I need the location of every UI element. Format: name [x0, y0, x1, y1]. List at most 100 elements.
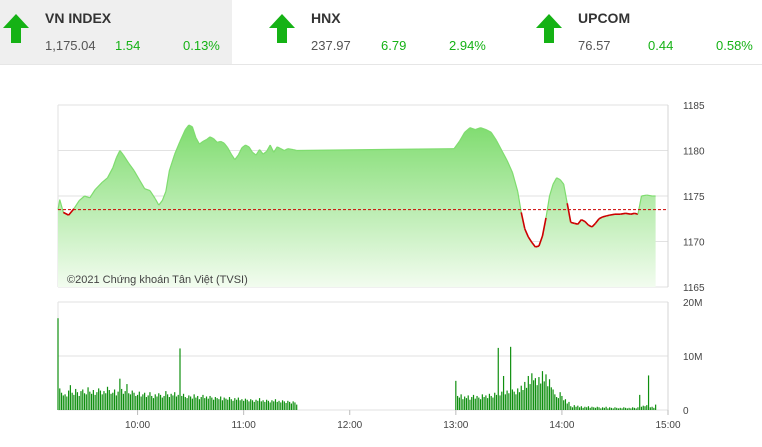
price-line-above-ref	[234, 154, 239, 160]
volume-bar	[571, 407, 574, 410]
volume-bar	[483, 397, 485, 410]
volume-bar	[257, 400, 259, 410]
price-line-below-ref	[625, 212, 632, 215]
price-line-above-ref	[458, 131, 466, 142]
volume-bar	[524, 381, 526, 410]
volume-bar	[124, 391, 126, 410]
volume-bar	[112, 392, 114, 410]
price-line-above-ref	[216, 140, 221, 143]
ticker-vn-index[interactable]: VN INDEX 1,175.04 1.54 0.13%	[0, 0, 232, 64]
volume-bar	[126, 384, 128, 410]
volume-bar	[267, 400, 270, 410]
volume-tick-label: 10M	[683, 352, 702, 363]
volume-bar	[614, 407, 616, 410]
price-line-above-ref	[213, 138, 218, 143]
price-line-above-ref	[223, 142, 229, 149]
volume-bar	[195, 397, 197, 410]
price-line-above-ref	[59, 199, 64, 213]
price-line-above-ref	[563, 184, 568, 204]
price-line-above-ref	[276, 146, 282, 150]
volume-bar	[99, 390, 102, 410]
volume-bar	[589, 407, 591, 410]
price-line-above-ref	[548, 183, 554, 197]
volume-bar	[460, 394, 462, 410]
volume-bar	[642, 405, 644, 410]
volume-bar	[168, 397, 170, 410]
volume-bar	[639, 394, 641, 410]
volume-bar	[172, 395, 174, 410]
volume-bar	[494, 392, 496, 410]
volume-bar	[227, 399, 229, 410]
volume-bar	[607, 408, 609, 410]
volume-bar	[191, 398, 193, 410]
volume-bar	[145, 397, 148, 410]
volume-bar	[474, 398, 476, 410]
price-line-above-ref	[220, 140, 225, 144]
price-line-above-ref	[517, 191, 522, 213]
volume-bar	[182, 393, 185, 410]
volume-bar	[287, 400, 289, 410]
price-line-above-ref	[191, 126, 197, 138]
volume-bar	[98, 388, 100, 410]
volume-bar	[552, 389, 554, 410]
price-line-above-ref	[57, 199, 61, 210]
price-line-above-ref	[122, 154, 130, 164]
volume-bar	[294, 402, 296, 410]
volume-bar	[230, 399, 232, 410]
volume-bar	[260, 401, 262, 410]
price-tick-label: 1180	[683, 147, 705, 158]
volume-bar	[647, 375, 650, 410]
volume-bar	[456, 395, 459, 410]
axis-labels: 1165 1170 1175 1180 1185 0 10M 20M 10:00 11:00 12:…	[125, 101, 705, 431]
volume-bar	[85, 394, 87, 410]
volume-bar	[570, 406, 572, 410]
volume-bar	[547, 386, 549, 410]
volume-bar	[212, 399, 215, 410]
volume-bar	[455, 380, 457, 410]
volume-bar	[548, 379, 551, 410]
volume-bar	[508, 393, 510, 410]
ticker-upcom[interactable]: UPCOM 76.57 0.44 0.58%	[533, 0, 762, 64]
volume-bar	[274, 399, 277, 410]
price-line-above-ref	[112, 157, 117, 168]
volume-bar	[68, 390, 70, 410]
ticker-hnx[interactable]: HNX 237.97 6.79 2.94%	[266, 0, 498, 64]
price-area	[57, 124, 656, 287]
volume-bar	[617, 408, 620, 410]
volume-bar	[221, 400, 224, 410]
volume-bar	[598, 407, 600, 410]
volume-bar	[96, 392, 98, 410]
price-line-above-ref	[188, 124, 193, 128]
volume-bar	[177, 394, 179, 410]
volume-bar	[481, 394, 483, 410]
volume-bar	[520, 385, 522, 410]
price-line-below-ref	[531, 241, 537, 248]
price-line-above-ref	[269, 144, 275, 153]
volume-bar	[258, 398, 261, 410]
volume-bar	[181, 395, 183, 410]
volume-bar	[232, 400, 234, 410]
volume-bar	[472, 394, 475, 410]
volume-bar	[207, 398, 209, 410]
volume-bar	[536, 385, 538, 410]
volume-bar	[60, 392, 63, 410]
volume-bar	[71, 392, 73, 410]
price-line-above-ref	[511, 172, 519, 192]
volume-bar	[193, 394, 195, 410]
volume-bar	[290, 403, 292, 410]
time-tick-label: 11:00	[232, 420, 257, 431]
volume-bar	[557, 398, 559, 410]
price-line-above-ref	[195, 137, 200, 145]
price-tick-label: 1165	[683, 283, 705, 294]
volume-bar	[59, 388, 61, 410]
volume-bar	[540, 383, 542, 410]
volume-bar	[92, 390, 94, 410]
up-arrow-icon	[3, 14, 29, 43]
price-line-above-ref	[133, 170, 140, 180]
volume-bar	[499, 395, 501, 410]
volume-bar	[600, 408, 602, 410]
price-line-above-ref	[119, 150, 124, 156]
volume-bar	[119, 378, 121, 410]
volume-bar	[122, 393, 125, 410]
